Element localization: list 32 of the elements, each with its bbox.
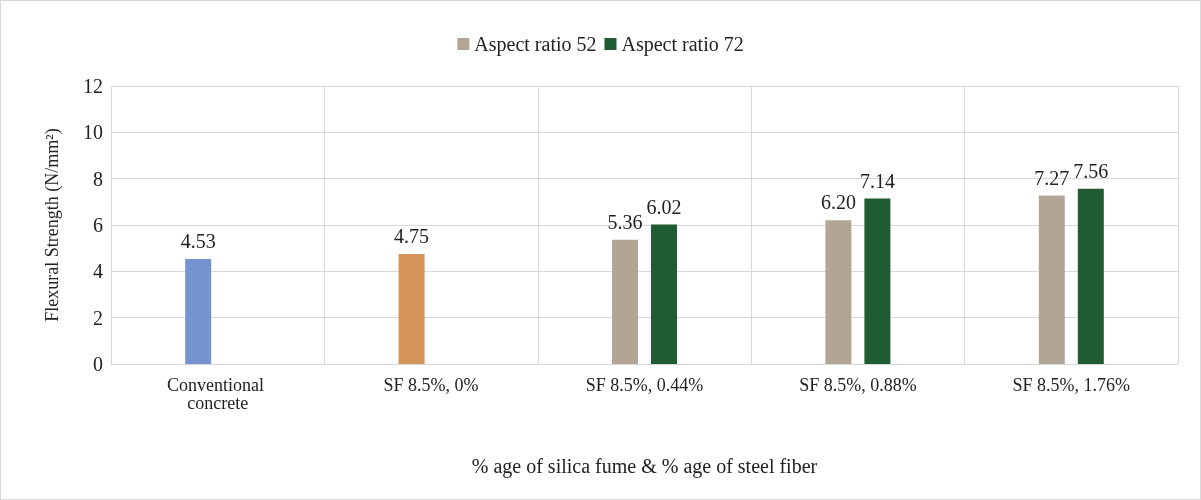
data-label: 7.27 bbox=[1034, 166, 1070, 189]
bar bbox=[612, 239, 638, 364]
data-label: 7.14 bbox=[859, 169, 895, 192]
data-label: 6.20 bbox=[820, 191, 856, 214]
x-tick-label: SF 8.5%, 0.44% bbox=[585, 375, 704, 395]
legend-label: Aspect ratio 72 bbox=[621, 33, 744, 56]
y-tick-label: 2 bbox=[93, 306, 103, 329]
y-tick-label: 0 bbox=[93, 353, 103, 375]
bar bbox=[1038, 195, 1065, 364]
bar bbox=[864, 198, 891, 364]
data-label: 6.02 bbox=[646, 195, 682, 218]
data-label: 4.53 bbox=[180, 230, 216, 253]
data-label: 7.56 bbox=[1073, 159, 1109, 182]
y-tick-label: 4 bbox=[93, 260, 103, 283]
data-label: 5.36 bbox=[607, 210, 643, 233]
bar bbox=[185, 259, 212, 364]
x-tick-label: Conventional concrete bbox=[166, 375, 269, 413]
bar bbox=[651, 224, 677, 364]
legend-label: Aspect ratio 52 bbox=[474, 33, 597, 56]
x-axis-title: % age of silica fume & % age of steel fiber bbox=[471, 455, 818, 478]
y-tick-label: 6 bbox=[93, 214, 103, 236]
bar bbox=[825, 220, 852, 364]
bar bbox=[398, 253, 425, 364]
x-tick-label: SF 8.5%, 1.76% bbox=[1012, 375, 1131, 395]
y-tick-label: 10 bbox=[83, 121, 103, 144]
x-tick-label: SF 8.5%, 0.88% bbox=[799, 375, 917, 395]
x-tick-label: SF 8.5%, 0% bbox=[383, 375, 479, 395]
y-tick-label: 8 bbox=[93, 167, 103, 190]
data-label: 4.75 bbox=[394, 224, 430, 247]
y-tick-label: 12 bbox=[83, 75, 103, 97]
bar bbox=[1077, 188, 1104, 364]
y-axis-title: Flexural Strength (N/mm²) bbox=[42, 128, 63, 322]
